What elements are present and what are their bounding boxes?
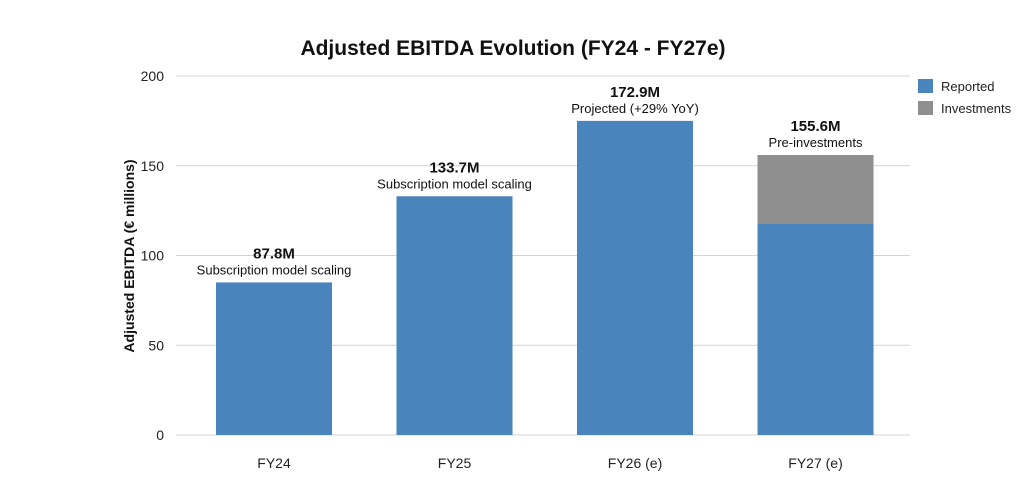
- chart-title: Adjusted EBITDA Evolution (FY24 - FY27e): [300, 37, 725, 60]
- y-tick-label: 50: [148, 337, 164, 353]
- y-tick-label: 200: [141, 68, 165, 84]
- x-tick-label: FY24: [257, 455, 291, 471]
- legend-swatch-reported: [918, 79, 933, 93]
- legend-label-investments: Investments: [941, 101, 1012, 116]
- legend: Reported Investments: [918, 79, 1012, 116]
- y-axis-label: Adjusted EBITDA (€ millions): [121, 159, 137, 352]
- data-label-note: Pre-investments: [769, 135, 863, 150]
- y-tick-label: 100: [141, 248, 165, 264]
- data-label-value: 155.6M: [790, 118, 840, 135]
- y-tick-label: 150: [141, 158, 165, 174]
- bar-investments-fy27-e: [757, 154, 874, 224]
- data-label-note: Subscription model scaling: [377, 176, 532, 191]
- data-label-value: 172.9M: [610, 84, 660, 101]
- bar-reported-fy26-e: [577, 120, 693, 435]
- x-tick-label: FY26 (e): [608, 455, 662, 471]
- bar-reported-fy24: [216, 282, 332, 435]
- x-axis-ticks: FY24 FY25 FY26 (e) FY27 (e): [257, 455, 842, 471]
- legend-swatch-investments: [918, 101, 933, 115]
- bars: [216, 120, 874, 435]
- data-label-note: Subscription model scaling: [197, 262, 352, 277]
- x-tick-label: FY25: [438, 455, 472, 471]
- bar-reported-fy27-e: [757, 223, 874, 435]
- bar-reported-fy25: [396, 196, 513, 435]
- y-axis-ticks: 0 50 100 150 200: [141, 68, 165, 443]
- data-label-note: Projected (+29% YoY): [571, 101, 699, 116]
- data-label-value: 87.8M: [253, 245, 295, 262]
- data-label-value: 133.7M: [429, 159, 479, 176]
- legend-label-reported: Reported: [941, 79, 994, 94]
- y-tick-label: 0: [156, 427, 164, 443]
- x-tick-label: FY27 (e): [788, 455, 842, 471]
